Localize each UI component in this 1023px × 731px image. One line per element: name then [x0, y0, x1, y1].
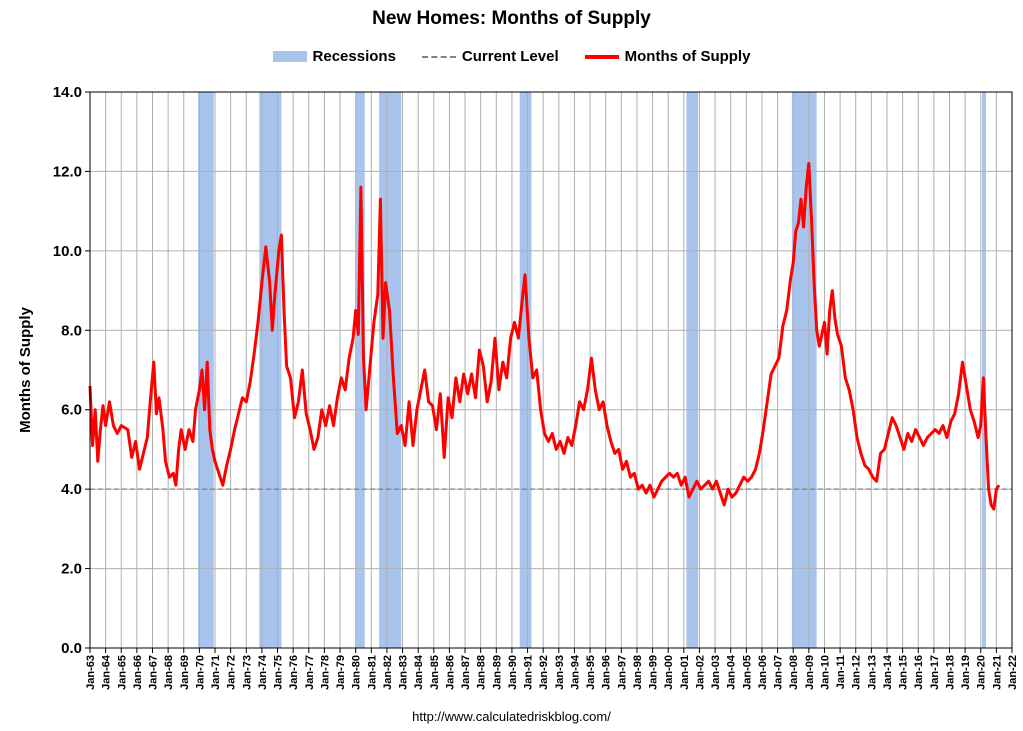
x-tick-label-27: Jan-90: [507, 655, 519, 690]
x-tick-label-35: Jan-98: [632, 655, 644, 690]
x-tick-label-16: Jan-79: [335, 655, 347, 690]
recession-band-1: [259, 92, 282, 648]
x-tick-label-30: Jan-93: [554, 655, 566, 690]
grid-lines: [89, 91, 1013, 649]
x-tick-label-44: Jan-07: [773, 655, 785, 690]
x-tick-label-26: Jan-89: [491, 655, 503, 690]
x-tick-label-34: Jan-97: [616, 655, 628, 690]
recession-band-7: [982, 92, 986, 648]
x-tick-label-25: Jan-88: [476, 655, 488, 690]
x-tick-label-19: Jan-82: [382, 655, 394, 690]
x-tick-label-56: Jan-19: [960, 655, 972, 690]
x-tick-label-3: Jan-66: [132, 655, 144, 690]
x-tick-label-2: Jan-65: [116, 655, 128, 690]
x-tick-label-10: Jan-73: [241, 655, 253, 690]
x-tick-label-40: Jan-03: [710, 655, 722, 690]
x-tick-label-54: Jan-17: [929, 655, 941, 690]
x-tick-label-0: Jan-63: [85, 655, 97, 690]
legend-label-recessions: Recessions: [312, 48, 396, 65]
y-tick-label-5: 10.0: [53, 243, 82, 260]
x-tick-label-41: Jan-04: [726, 654, 738, 690]
x-tick-label-53: Jan-16: [913, 655, 925, 690]
recession-band-4: [519, 92, 532, 648]
recession-band-6: [791, 92, 817, 648]
legend-item-current-level: Current Level: [421, 48, 559, 65]
x-tick-label-4: Jan-67: [148, 655, 160, 690]
y-tick-label-4: 8.0: [61, 322, 82, 339]
x-tick-label-33: Jan-96: [601, 655, 613, 690]
x-tick-label-1: Jan-64: [101, 654, 113, 690]
x-tick-label-11: Jan-74: [257, 654, 269, 690]
x-tick-label-58: Jan-21: [991, 655, 1003, 690]
x-tick-label-38: Jan-01: [679, 655, 691, 690]
x-tick-labels: Jan-63 Jan-64 Jan-65 Jan-66 Jan-67 Jan-68 Jan-…: [85, 648, 1019, 690]
x-tick-label-51: Jan-14: [882, 654, 894, 690]
x-tick-label-8: Jan-71: [210, 655, 222, 690]
y-tick-label-6: 12.0: [53, 163, 82, 180]
y-axis-label: Months of Supply: [17, 306, 34, 432]
x-tick-label-46: Jan-09: [804, 655, 816, 690]
y-tick-label-1: 2.0: [61, 561, 82, 578]
x-tick-label-49: Jan-12: [851, 655, 863, 690]
x-tick-label-7: Jan-70: [194, 655, 206, 690]
y-tick-label-0: 0.0: [61, 640, 82, 657]
x-tick-label-12: Jan-75: [273, 655, 285, 690]
x-tick-label-13: Jan-76: [288, 655, 300, 690]
legend-label-months-of-supply: Months of Supply: [624, 48, 751, 65]
x-tick-label-5: Jan-68: [163, 655, 175, 690]
x-tick-label-9: Jan-72: [226, 655, 238, 690]
recessions-swatch: [272, 51, 307, 62]
recession-band-3: [379, 92, 402, 648]
x-tick-label-22: Jan-85: [429, 655, 441, 690]
x-tick-label-17: Jan-80: [351, 655, 363, 690]
x-tick-label-18: Jan-81: [366, 655, 378, 690]
x-tick-label-23: Jan-86: [444, 655, 456, 690]
x-tick-label-42: Jan-05: [741, 655, 753, 690]
plot-frame: [89, 91, 1013, 649]
x-tick-label-14: Jan-77: [304, 655, 316, 690]
x-tick-label-47: Jan-10: [819, 655, 831, 690]
x-tick-label-45: Jan-08: [788, 655, 800, 690]
x-tick-label-24: Jan-87: [460, 655, 472, 690]
y-tick-label-7: 14.0: [53, 84, 82, 101]
x-tick-label-43: Jan-06: [757, 655, 769, 690]
x-tick-label-55: Jan-18: [944, 655, 956, 690]
x-tick-label-15: Jan-78: [319, 655, 331, 690]
x-tick-label-50: Jan-13: [866, 655, 878, 690]
series-line-0: [88, 162, 1001, 511]
current-level-swatch: [421, 55, 456, 58]
axes-group: [89, 91, 1013, 649]
recession-band-5: [686, 92, 699, 648]
y-tick-labels: 0.0 2.0 4.0 6.0 8.0 10.0 12.0 14.0: [53, 84, 90, 657]
y-tick-label-3: 6.0: [61, 402, 82, 419]
recession-bands: [198, 92, 986, 648]
recession-band-2: [355, 92, 365, 648]
x-tick-label-29: Jan-92: [538, 655, 550, 690]
x-tick-label-31: Jan-94: [569, 654, 581, 690]
x-tick-label-32: Jan-95: [585, 655, 597, 690]
x-tick-label-21: Jan-84: [413, 654, 425, 690]
source-url: http://www.calculatedriskblog.com/: [412, 709, 611, 724]
x-tick-label-6: Jan-69: [179, 655, 191, 690]
x-tick-label-28: Jan-91: [523, 655, 535, 690]
legend-label-current-level: Current Level: [461, 48, 559, 65]
chart-title: New Homes: Months of Supply: [372, 8, 651, 29]
series-group: [88, 162, 1001, 511]
y-tick-label-2: 4.0: [61, 481, 82, 498]
months-of-supply-swatch: [584, 54, 619, 59]
x-tick-label-20: Jan-83: [398, 655, 410, 690]
legend-item-months-of-supply: Months of Supply: [584, 48, 751, 65]
x-tick-label-36: Jan-99: [648, 655, 660, 690]
x-tick-label-57: Jan-20: [976, 655, 988, 690]
x-tick-label-52: Jan-15: [898, 655, 910, 690]
x-tick-label-37: Jan-00: [663, 655, 675, 690]
x-tick-label-59: Jan-22: [1007, 655, 1019, 690]
x-tick-label-48: Jan-11: [835, 655, 847, 689]
x-tick-label-39: Jan-02: [694, 655, 706, 690]
legend: Recessions Current Level Months of Suppl…: [0, 48, 1023, 65]
legend-item-recessions: Recessions: [272, 48, 396, 65]
